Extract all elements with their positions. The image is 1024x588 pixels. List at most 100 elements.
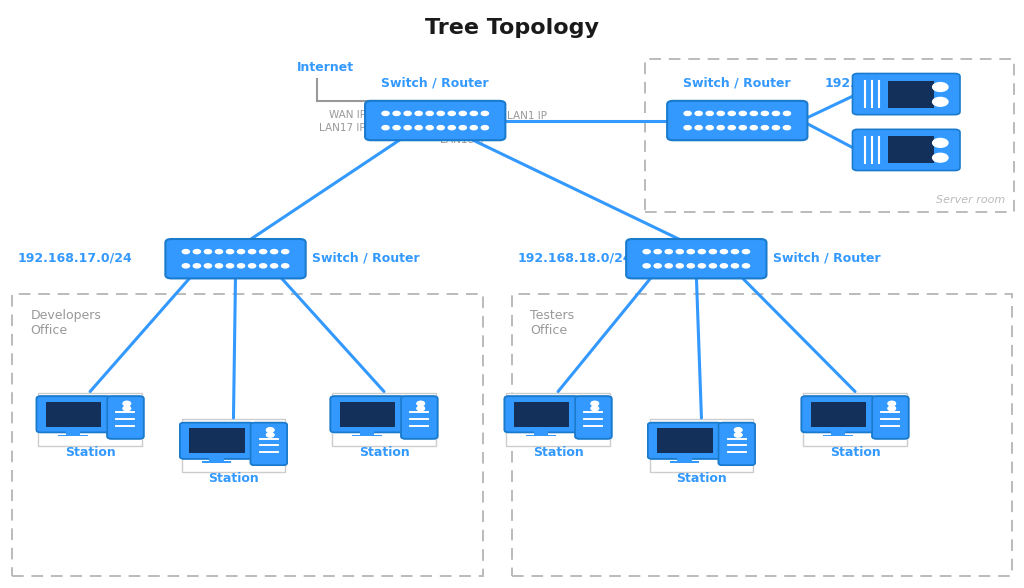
FancyBboxPatch shape: [181, 419, 286, 472]
Circle shape: [259, 249, 266, 253]
Bar: [359, 430, 374, 435]
Circle shape: [933, 98, 948, 106]
Circle shape: [266, 428, 273, 432]
Bar: [830, 430, 845, 435]
Circle shape: [182, 249, 189, 253]
Circle shape: [783, 111, 791, 115]
Circle shape: [742, 264, 750, 268]
Circle shape: [707, 126, 714, 130]
Circle shape: [182, 264, 189, 268]
Text: Testers
Office: Testers Office: [530, 309, 574, 337]
FancyBboxPatch shape: [108, 396, 143, 439]
Circle shape: [393, 111, 400, 115]
Bar: [811, 402, 866, 427]
Circle shape: [481, 126, 488, 130]
Circle shape: [215, 249, 222, 253]
Circle shape: [731, 264, 738, 268]
Bar: [534, 430, 548, 435]
Circle shape: [643, 249, 650, 253]
FancyBboxPatch shape: [332, 393, 436, 446]
Circle shape: [888, 406, 895, 410]
Circle shape: [393, 126, 400, 130]
Circle shape: [270, 249, 278, 253]
Circle shape: [676, 264, 683, 268]
Bar: [46, 402, 101, 427]
Bar: [823, 435, 853, 436]
FancyBboxPatch shape: [575, 396, 611, 439]
FancyBboxPatch shape: [38, 393, 142, 446]
Circle shape: [888, 402, 895, 406]
Bar: [657, 428, 713, 453]
Text: Station: Station: [358, 446, 410, 459]
Bar: [209, 456, 223, 462]
Circle shape: [698, 249, 706, 253]
Bar: [202, 462, 231, 463]
Text: LAN1 IP: LAN1 IP: [508, 111, 548, 121]
Circle shape: [734, 428, 741, 432]
FancyBboxPatch shape: [575, 396, 611, 439]
Circle shape: [123, 402, 130, 406]
Circle shape: [449, 111, 456, 115]
FancyBboxPatch shape: [645, 59, 1014, 212]
Circle shape: [205, 264, 212, 268]
FancyBboxPatch shape: [180, 423, 254, 459]
Circle shape: [687, 249, 694, 253]
Circle shape: [666, 264, 673, 268]
Text: Switch / Router: Switch / Router: [311, 251, 420, 264]
Circle shape: [933, 153, 948, 162]
FancyBboxPatch shape: [803, 393, 907, 446]
Circle shape: [591, 402, 598, 406]
Text: Station: Station: [208, 472, 259, 485]
FancyBboxPatch shape: [802, 396, 876, 432]
Circle shape: [417, 402, 424, 406]
FancyBboxPatch shape: [365, 101, 506, 140]
Circle shape: [717, 111, 724, 115]
FancyBboxPatch shape: [331, 396, 404, 432]
Bar: [202, 462, 231, 463]
FancyBboxPatch shape: [627, 239, 766, 278]
FancyBboxPatch shape: [719, 423, 755, 465]
FancyBboxPatch shape: [648, 423, 722, 459]
Circle shape: [734, 428, 741, 432]
Circle shape: [739, 126, 746, 130]
Circle shape: [382, 111, 389, 115]
Bar: [526, 435, 556, 436]
FancyBboxPatch shape: [852, 74, 961, 115]
Bar: [514, 402, 569, 427]
Circle shape: [205, 249, 212, 253]
FancyBboxPatch shape: [648, 423, 722, 459]
Text: Switch / Router: Switch / Router: [773, 251, 881, 264]
FancyBboxPatch shape: [852, 129, 961, 171]
Circle shape: [761, 126, 768, 130]
Circle shape: [238, 264, 245, 268]
Text: Internet: Internet: [297, 61, 354, 74]
Bar: [670, 462, 699, 463]
Text: 192.168.1.0/24: 192.168.1.0/24: [824, 76, 931, 89]
Bar: [66, 430, 80, 435]
Bar: [514, 402, 569, 427]
Circle shape: [751, 111, 758, 115]
Circle shape: [695, 126, 702, 130]
Circle shape: [123, 402, 130, 406]
Bar: [352, 435, 382, 436]
Circle shape: [270, 264, 278, 268]
Circle shape: [728, 126, 735, 130]
Circle shape: [728, 111, 735, 115]
Bar: [811, 402, 866, 427]
Circle shape: [591, 406, 598, 410]
Circle shape: [282, 264, 289, 268]
Bar: [352, 435, 382, 436]
Circle shape: [720, 264, 727, 268]
Circle shape: [437, 126, 444, 130]
Bar: [526, 435, 556, 436]
Bar: [670, 462, 699, 463]
Text: WAN IP: WAN IP: [329, 109, 367, 120]
FancyBboxPatch shape: [505, 396, 579, 432]
Circle shape: [417, 406, 424, 410]
FancyBboxPatch shape: [512, 294, 1012, 576]
Bar: [889, 81, 934, 108]
Circle shape: [591, 406, 598, 410]
Circle shape: [734, 433, 741, 437]
Circle shape: [226, 264, 233, 268]
Bar: [189, 428, 245, 453]
